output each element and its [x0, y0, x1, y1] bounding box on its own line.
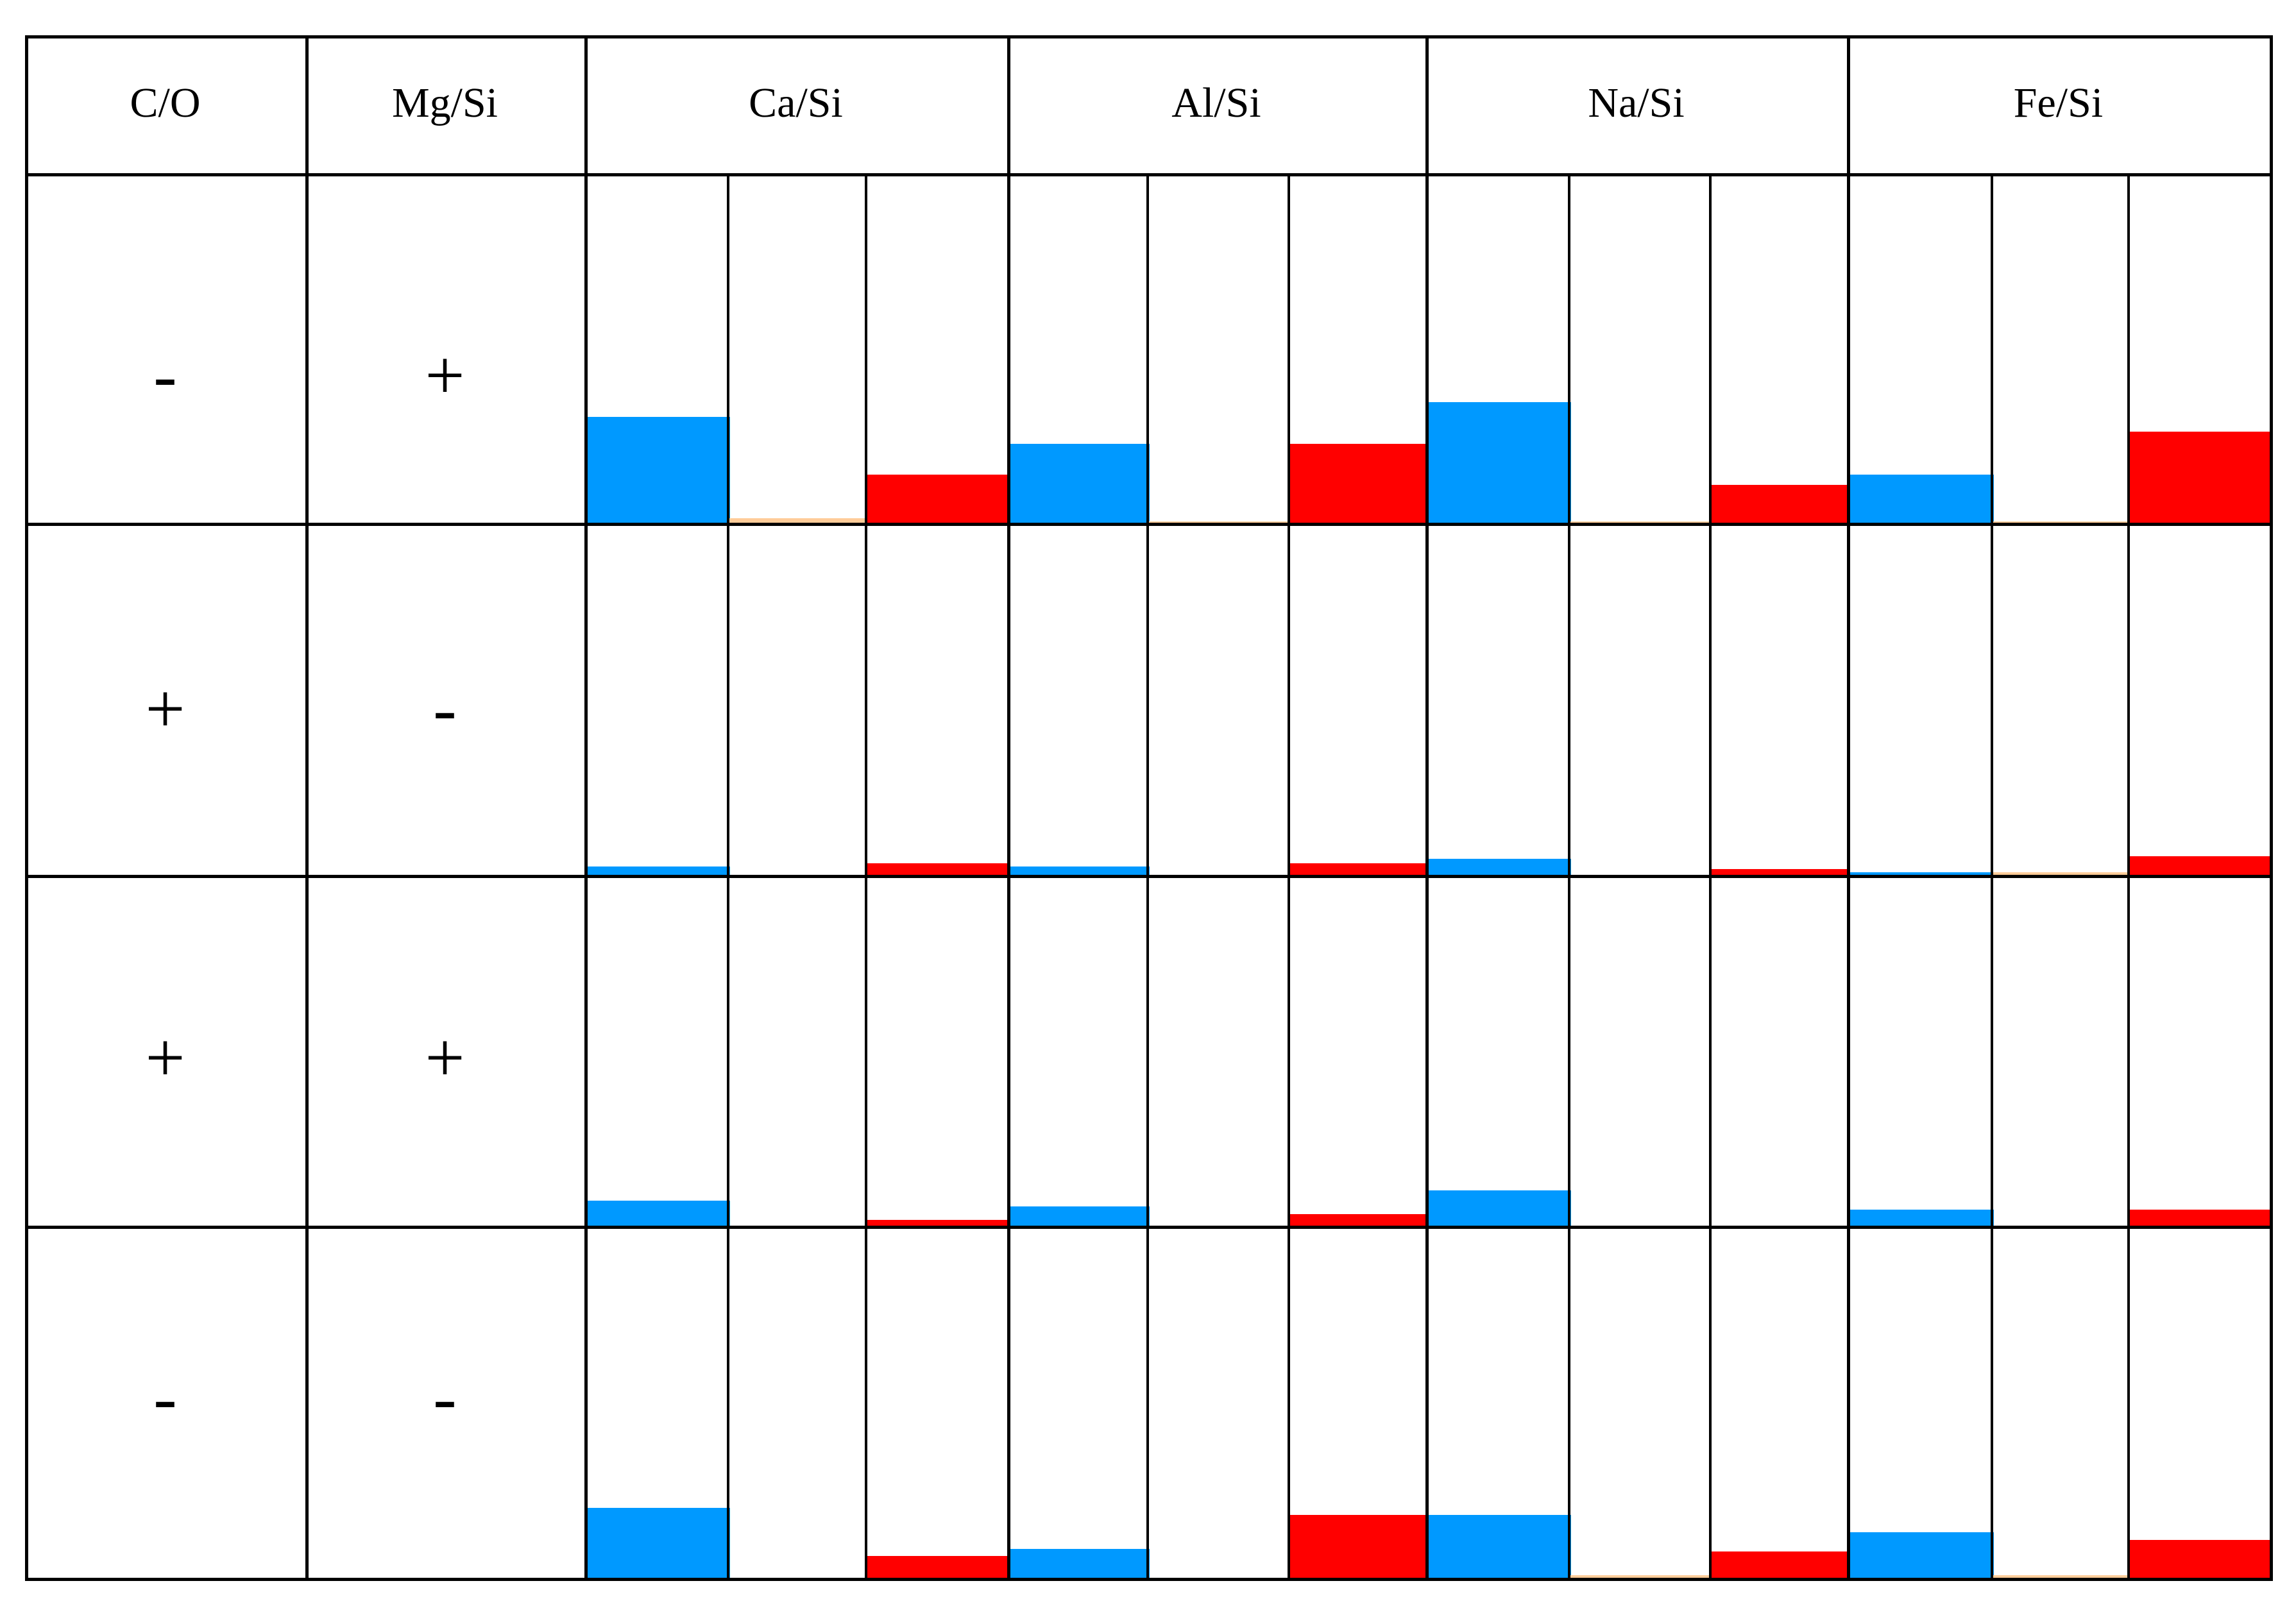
header-fe-si: Fe/Si — [2013, 80, 2104, 126]
column-divider — [1007, 35, 1010, 1581]
bar-ca-si-row4-red — [864, 1556, 1010, 1581]
subcolumn-divider — [1287, 173, 1290, 1578]
column-divider — [1846, 35, 1850, 1581]
bar-fe-si-row1-red — [2127, 432, 2273, 526]
bar-al-si-row1-red — [1287, 443, 1429, 526]
column-divider — [24, 35, 28, 1581]
bar-fe-si-row1-blue — [1846, 474, 1994, 526]
header-mgsi: Mg/Si — [391, 80, 498, 126]
row3-mgsi-sign: + — [425, 1019, 465, 1097]
bar-al-si-row2-red — [1287, 863, 1429, 878]
header-na-si: Na/Si — [1588, 80, 1685, 126]
row1-mgsi-sign: + — [425, 336, 465, 414]
bar-ca-si-row1-peach — [726, 518, 868, 526]
column-divider — [2269, 35, 2273, 1581]
subcolumn-divider — [2127, 173, 2130, 1578]
subcolumn-divider — [1991, 173, 1994, 1578]
bar-na-si-row3-blue — [1425, 1190, 1571, 1229]
bar-al-si-row4-blue — [1007, 1548, 1150, 1581]
row-divider — [24, 1577, 2273, 1581]
bar-al-si-row4-red — [1287, 1515, 1429, 1581]
bar-fe-si-row4-blue — [1846, 1532, 1994, 1581]
bar-fe-si-row4-red — [2127, 1539, 2273, 1581]
table-top-border — [24, 35, 2273, 38]
bar-na-si-row4-blue — [1425, 1515, 1571, 1581]
header-co: C/O — [130, 80, 201, 126]
bar-fe-si-row2-red — [2127, 856, 2273, 878]
bar-na-si-row4-red — [1708, 1551, 1850, 1581]
subcolumn-divider — [1146, 173, 1150, 1578]
header-al-si: Al/Si — [1171, 80, 1261, 126]
bar-ca-si-row1-red — [864, 474, 1010, 526]
bar-ca-si-row2-red — [864, 863, 1010, 878]
header-ca-si: Ca/Si — [749, 80, 843, 126]
bar-na-si-row1-red — [1708, 484, 1850, 526]
subcolumn-divider — [864, 173, 867, 1578]
row1-co-sign: - — [153, 336, 177, 414]
bar-al-si-row1-blue — [1007, 443, 1150, 526]
column-divider — [1425, 35, 1429, 1581]
bar-ca-si-row3-blue — [584, 1201, 730, 1229]
row2-mgsi-sign: - — [433, 670, 457, 748]
bar-ca-si-row4-blue — [584, 1507, 730, 1581]
column-divider — [305, 35, 309, 1581]
row4-mgsi-sign: - — [433, 1358, 457, 1437]
bar-na-si-row1-blue — [1425, 402, 1571, 526]
row3-co-sign: + — [145, 1019, 185, 1097]
subcolumn-divider — [1708, 173, 1712, 1578]
row2-co-sign: + — [145, 670, 185, 748]
subcolumn-divider — [1567, 173, 1570, 1578]
column-divider — [584, 35, 588, 1581]
bar-al-si-row3-red — [1287, 1213, 1429, 1229]
row4-co-sign: - — [153, 1358, 177, 1437]
bar-ca-si-row1-blue — [584, 417, 730, 526]
bar-al-si-row3-blue — [1007, 1206, 1150, 1229]
subcolumn-divider — [726, 173, 729, 1578]
